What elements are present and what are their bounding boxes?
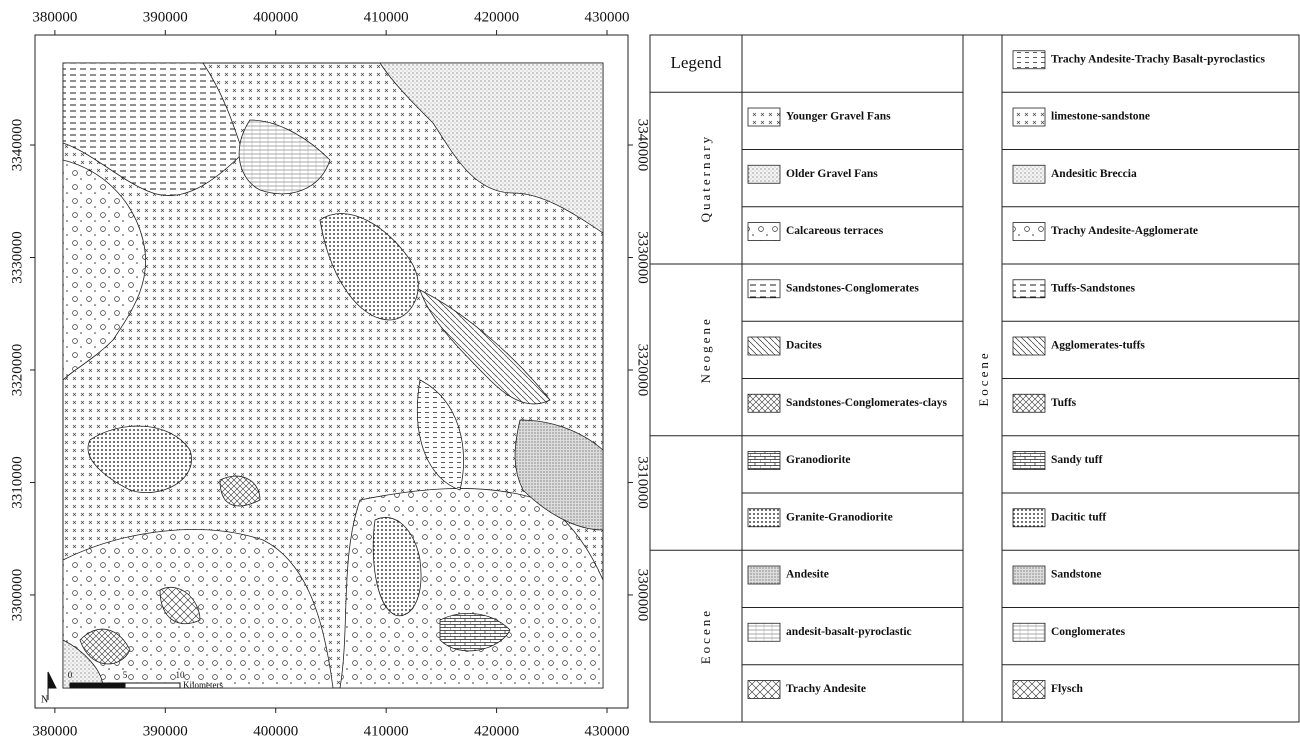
y-tick-label: 3310000 bbox=[9, 456, 25, 509]
legend-swatch bbox=[1012, 622, 1046, 642]
legend-item: Sandstones-Conglomerates bbox=[786, 282, 919, 294]
legend-swatch bbox=[1012, 107, 1046, 127]
y-tick-label: 3330000 bbox=[9, 231, 25, 284]
legend-item: Sandstones-Conglomerates-clays bbox=[786, 397, 948, 409]
legend-swatch bbox=[1012, 279, 1046, 299]
x-tick-label: 410000 bbox=[364, 9, 409, 25]
period-label: Eocene bbox=[976, 350, 991, 406]
x-tick-label: 390000 bbox=[143, 723, 188, 739]
legend-item: andesit-basalt-pyroclastic bbox=[786, 626, 912, 638]
legend-item: Calcareous terraces bbox=[786, 225, 884, 237]
legend-swatch bbox=[747, 336, 781, 356]
legend-swatch bbox=[747, 164, 781, 184]
legend-item: Trachy Andesite bbox=[786, 683, 866, 695]
x-tick-label: 420000 bbox=[474, 723, 519, 739]
scale-label: 5 bbox=[123, 670, 128, 680]
x-tick-label: 400000 bbox=[253, 9, 298, 25]
legend-swatch bbox=[747, 508, 781, 528]
y-tick-label: 3320000 bbox=[635, 344, 651, 397]
legend-swatch bbox=[747, 107, 781, 127]
legend-swatch bbox=[747, 680, 781, 699]
legend-title: Legend bbox=[671, 53, 722, 72]
y-tick-label: 3310000 bbox=[635, 456, 651, 509]
legend-item: Agglomerates-tuffs bbox=[1051, 340, 1145, 352]
legend-item: Granite-Granodiorite bbox=[786, 511, 893, 523]
legend-item: Tuffs-Sandstones bbox=[1051, 282, 1135, 294]
legend-swatch bbox=[1012, 680, 1046, 699]
legend-item: Sandy tuff bbox=[1051, 454, 1103, 466]
legend-item: Younger Gravel Fans bbox=[786, 111, 891, 123]
legend-swatch bbox=[747, 393, 781, 413]
x-tick-label: 430000 bbox=[585, 723, 630, 739]
legend-item: Flysch bbox=[1051, 683, 1084, 695]
y-tick-label: 3320000 bbox=[9, 344, 25, 397]
x-tick-label: 390000 bbox=[143, 9, 188, 25]
y-tick-label: 3340000 bbox=[9, 119, 25, 172]
scale-label: 10 bbox=[176, 670, 186, 680]
legend-swatch bbox=[1012, 50, 1046, 70]
legend-swatch bbox=[1012, 451, 1046, 470]
legend-item: Granodiorite bbox=[786, 454, 851, 466]
legend-table: Legend Younger Gravel Fans Older Gravel F… bbox=[649, 34, 1300, 723]
legend-item: Older Gravel Fans bbox=[786, 168, 878, 180]
legend-item: Dacites bbox=[786, 340, 822, 352]
x-tick-label: 420000 bbox=[474, 9, 519, 25]
y-tick-label: 3340000 bbox=[635, 119, 651, 172]
y-tick-label: 3330000 bbox=[635, 231, 651, 284]
scale-bar bbox=[69, 682, 181, 689]
x-tick-label: 430000 bbox=[585, 9, 630, 25]
legend-item: Conglomerates bbox=[1051, 626, 1126, 638]
period-label: Quaternary bbox=[698, 134, 713, 222]
period-label: Eocene bbox=[698, 608, 713, 664]
scale-unit: Kilometers bbox=[183, 680, 223, 690]
legend-swatch bbox=[1012, 393, 1046, 413]
north-label: N bbox=[41, 694, 48, 705]
legend-swatch bbox=[747, 565, 781, 585]
legend-item: Sandstone bbox=[1051, 569, 1102, 581]
legend-swatch bbox=[747, 279, 781, 299]
legend-item: Andesitic Breccia bbox=[1051, 168, 1137, 180]
map-ticks: 380000 380000 390000 390000 400000 400000 4100… bbox=[9, 9, 650, 739]
x-tick-label: 380000 bbox=[32, 9, 77, 25]
legend-swatch bbox=[1012, 508, 1046, 528]
legend-item: Trachy Andesite-Trachy Basalt-pyroclasti… bbox=[1051, 53, 1266, 65]
x-tick-label: 380000 bbox=[32, 723, 77, 739]
period-label: Neogene bbox=[698, 316, 713, 383]
legend-swatch bbox=[747, 451, 781, 470]
legend-swatch bbox=[1012, 164, 1046, 184]
north-arrow bbox=[47, 671, 57, 700]
legend-swatch bbox=[1012, 336, 1046, 356]
y-tick-label: 3300000 bbox=[9, 569, 25, 622]
map-body bbox=[62, 62, 604, 689]
legend-swatch bbox=[747, 622, 781, 642]
y-tick-label: 3300000 bbox=[635, 569, 651, 622]
legend-item: Trachy Andesite-Agglomerate bbox=[1051, 225, 1198, 237]
legend-item: Dacitic tuff bbox=[1051, 511, 1106, 523]
legend-swatch bbox=[747, 222, 781, 241]
legend-item: Tuffs bbox=[1051, 397, 1077, 409]
legend-swatch bbox=[1012, 222, 1046, 241]
x-tick-label: 410000 bbox=[364, 723, 409, 739]
legend-item: limestone-sandstone bbox=[1051, 111, 1150, 123]
scale-label: 0 bbox=[68, 670, 73, 680]
legend-item: Andesite bbox=[786, 569, 829, 581]
x-tick-label: 400000 bbox=[253, 723, 298, 739]
legend-swatch bbox=[1012, 565, 1046, 585]
